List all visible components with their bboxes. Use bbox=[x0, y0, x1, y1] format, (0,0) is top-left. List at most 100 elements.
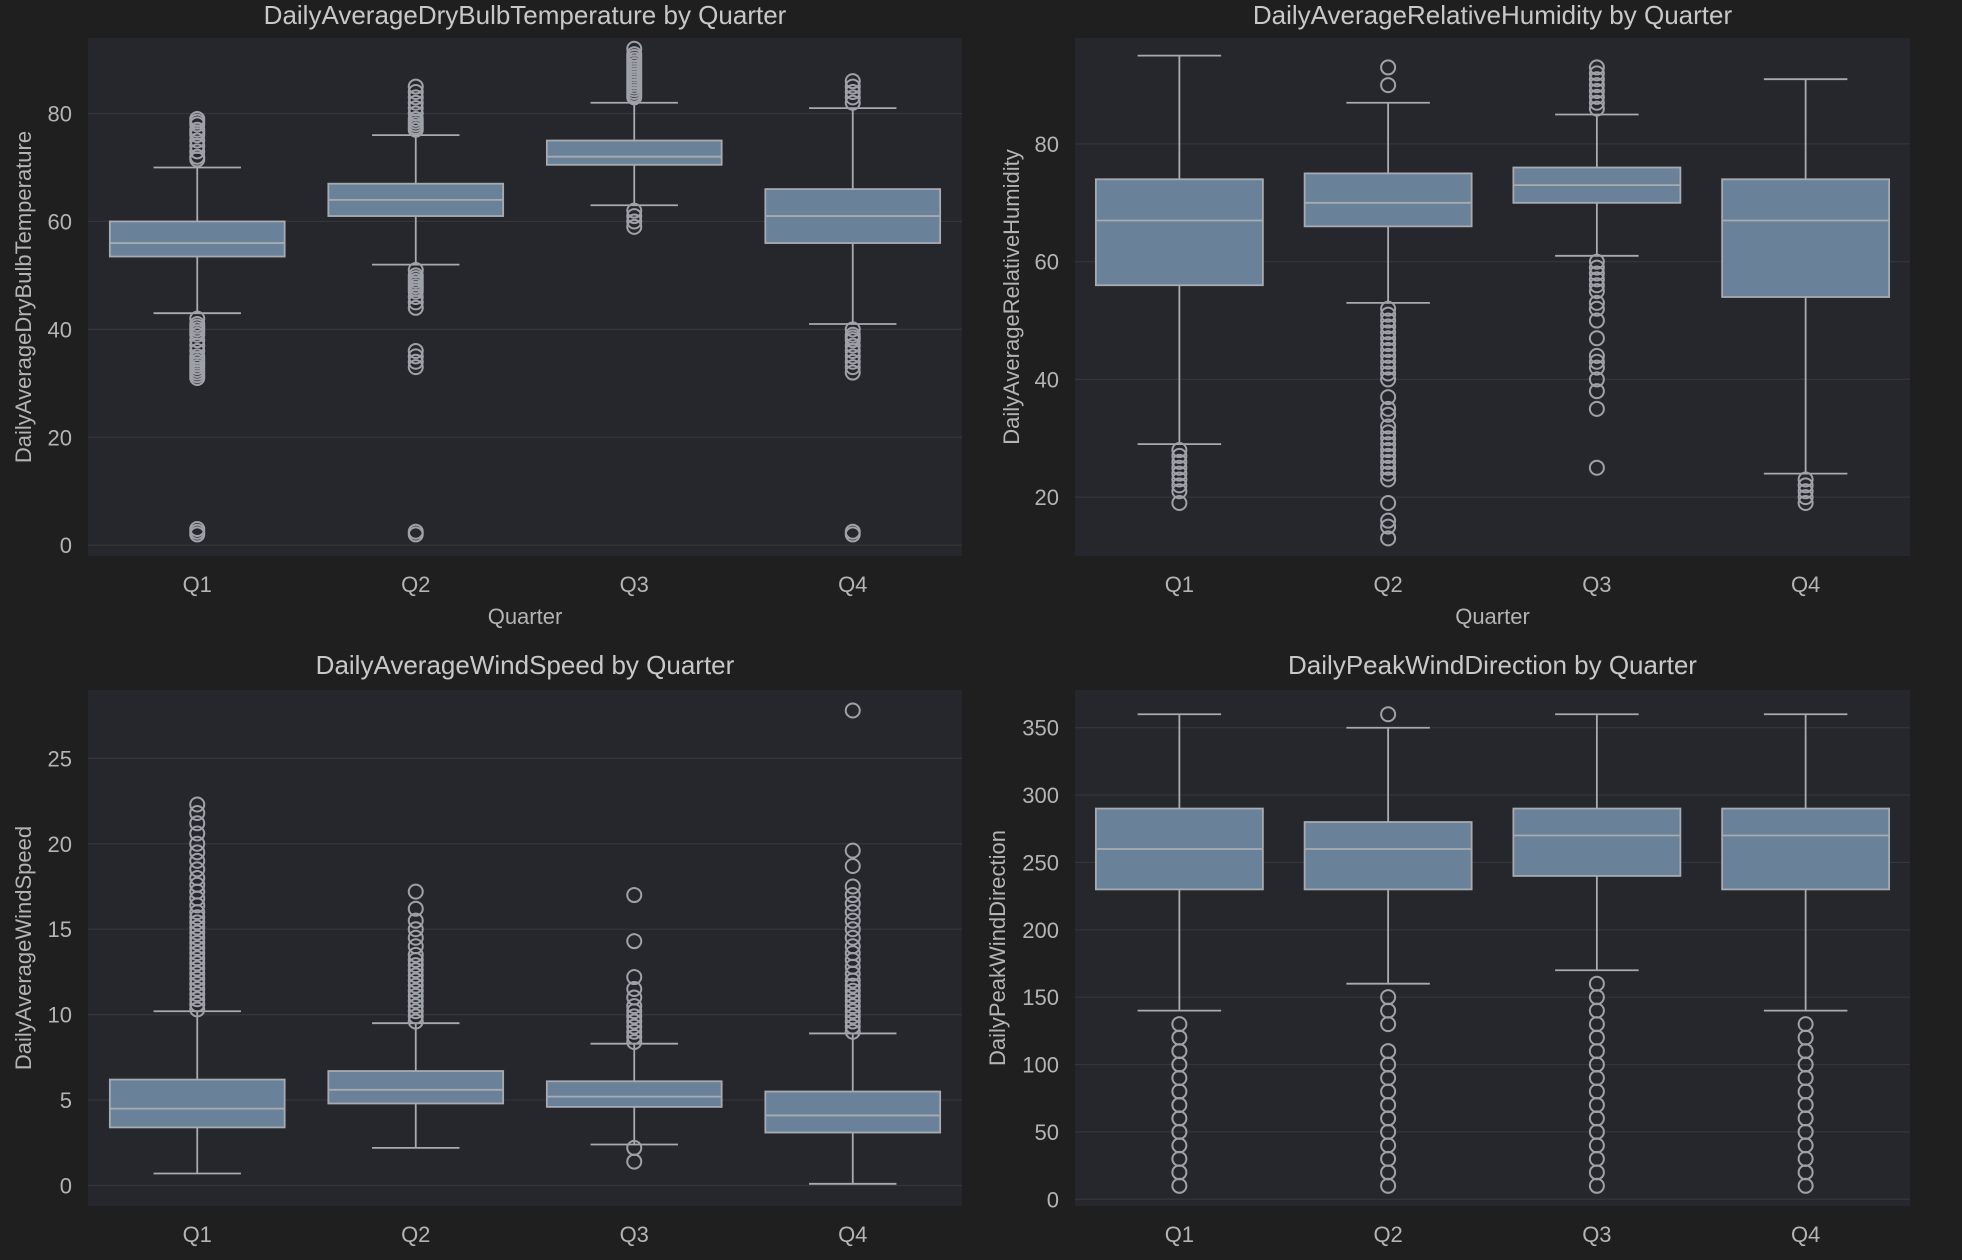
iqr-box bbox=[1303, 172, 1473, 228]
iqr-box bbox=[327, 1070, 505, 1105]
outlier-point bbox=[407, 992, 424, 1009]
outlier-point bbox=[844, 1008, 861, 1025]
outlier-point bbox=[407, 987, 424, 1004]
outlier-point bbox=[1171, 442, 1188, 459]
outlier-point bbox=[407, 938, 424, 955]
outlier-point bbox=[1380, 336, 1397, 353]
outlier-point bbox=[189, 909, 206, 926]
outlier-point bbox=[844, 326, 861, 343]
box-q4 bbox=[1721, 713, 1891, 1194]
outlier-point bbox=[1380, 59, 1397, 76]
outlier-point bbox=[1588, 975, 1605, 992]
outlier-point bbox=[189, 348, 206, 365]
outlier-point bbox=[407, 523, 424, 540]
panel-dry-bulb-temperature: 0 20 40 60 80 Q1 Q2 Q3 Q4 DailyAverageDryBulbTe… bbox=[11, 0, 962, 629]
outlier-point bbox=[407, 359, 424, 376]
y-tick-label: 40 bbox=[1035, 367, 1059, 392]
outlier-point bbox=[1797, 1016, 1814, 1033]
outlier-point bbox=[1380, 512, 1397, 529]
outlier-point bbox=[1588, 94, 1605, 111]
outlier-point bbox=[189, 981, 206, 998]
outlier-point bbox=[407, 921, 424, 938]
outlier-point bbox=[1588, 330, 1605, 347]
outlier-point bbox=[844, 73, 861, 90]
outlier-point bbox=[189, 844, 206, 861]
chart-title: DailyAverageDryBulbTemperature by Quarte… bbox=[264, 0, 787, 30]
outlier-point bbox=[189, 945, 206, 962]
iqr-box bbox=[108, 220, 286, 258]
y-tick-label: 40 bbox=[48, 317, 72, 342]
outlier-point bbox=[1588, 312, 1605, 329]
outlier-point bbox=[844, 1018, 861, 1035]
y-axis-label: DailyAverageWindSpeed bbox=[11, 826, 36, 1070]
outlier-point bbox=[189, 815, 206, 832]
outlier-point bbox=[844, 364, 861, 381]
outlier-point bbox=[189, 975, 206, 992]
chart-title: DailyAverageWindSpeed by Quarter bbox=[316, 650, 735, 680]
outlier-point bbox=[1797, 489, 1814, 506]
outlier-point bbox=[1380, 465, 1397, 482]
outlier-point bbox=[407, 912, 424, 929]
outlier-point bbox=[1380, 353, 1397, 370]
y-tick-label: 60 bbox=[1035, 250, 1059, 275]
outlier-point bbox=[844, 977, 861, 994]
outlier-point bbox=[1380, 424, 1397, 441]
outlier-point bbox=[1588, 294, 1605, 311]
outlier-point bbox=[1588, 459, 1605, 476]
outlier-point bbox=[844, 895, 861, 912]
outlier-point bbox=[626, 208, 643, 225]
plot-area bbox=[1075, 690, 1910, 1206]
outlier-point bbox=[189, 825, 206, 842]
x-tick-label: Q4 bbox=[1791, 572, 1820, 597]
outlier-point bbox=[844, 1003, 861, 1020]
outlier-point bbox=[844, 998, 861, 1015]
outlier-point bbox=[844, 842, 861, 859]
iqr-box bbox=[764, 1090, 942, 1134]
outlier-point bbox=[1588, 59, 1605, 76]
outlier-point bbox=[1380, 989, 1397, 1006]
outlier-point bbox=[1380, 706, 1397, 723]
outlier-point bbox=[1588, 100, 1605, 117]
box-q2 bbox=[327, 883, 505, 1149]
outlier-point bbox=[1380, 471, 1397, 488]
outlier-point bbox=[407, 262, 424, 279]
x-tick-labels: Q1 Q2 Q3 Q4 bbox=[1165, 1222, 1821, 1247]
outlier-point bbox=[189, 965, 206, 982]
x-tick-label: Q2 bbox=[401, 1222, 430, 1247]
x-axis-label: Quarter bbox=[1455, 604, 1530, 629]
x-tick-label: Q4 bbox=[838, 572, 867, 597]
outlier-point bbox=[189, 148, 206, 165]
plot-area bbox=[88, 38, 962, 556]
outlier-point bbox=[1380, 1043, 1397, 1060]
outlier-point bbox=[1171, 477, 1188, 494]
outlier-point bbox=[844, 321, 861, 338]
y-tick-labels: 0 50 100 150 200 250 300 350 bbox=[1022, 716, 1059, 1213]
outlier-point bbox=[1797, 495, 1814, 512]
outlier-point bbox=[844, 857, 861, 874]
outlier-point bbox=[1380, 406, 1397, 423]
box-q2 bbox=[1303, 59, 1473, 547]
outlier-point bbox=[407, 998, 424, 1015]
y-tick-label: 0 bbox=[60, 533, 72, 558]
outlier-point bbox=[189, 991, 206, 1008]
iqr-box bbox=[1512, 807, 1682, 877]
outlier-point bbox=[1588, 383, 1605, 400]
y-tick-label: 20 bbox=[48, 425, 72, 450]
outlier-point bbox=[1171, 495, 1188, 512]
outlier-point bbox=[407, 977, 424, 994]
y-tick-label: 5 bbox=[60, 1088, 72, 1113]
y-tick-label: 80 bbox=[1035, 132, 1059, 157]
y-tick-label: 50 bbox=[1035, 1120, 1059, 1145]
outlier-point bbox=[1380, 436, 1397, 453]
x-tick-labels: Q1 Q2 Q3 Q4 bbox=[183, 1222, 868, 1247]
outlier-point bbox=[844, 523, 861, 540]
x-tick-label: Q1 bbox=[1165, 1222, 1194, 1247]
outlier-point bbox=[407, 94, 424, 111]
outlier-point bbox=[1171, 483, 1188, 500]
outlier-point bbox=[844, 348, 861, 365]
outlier-point bbox=[1171, 453, 1188, 470]
outlier-point bbox=[407, 342, 424, 359]
outlier-point bbox=[189, 852, 206, 869]
y-tick-label: 25 bbox=[48, 746, 72, 771]
